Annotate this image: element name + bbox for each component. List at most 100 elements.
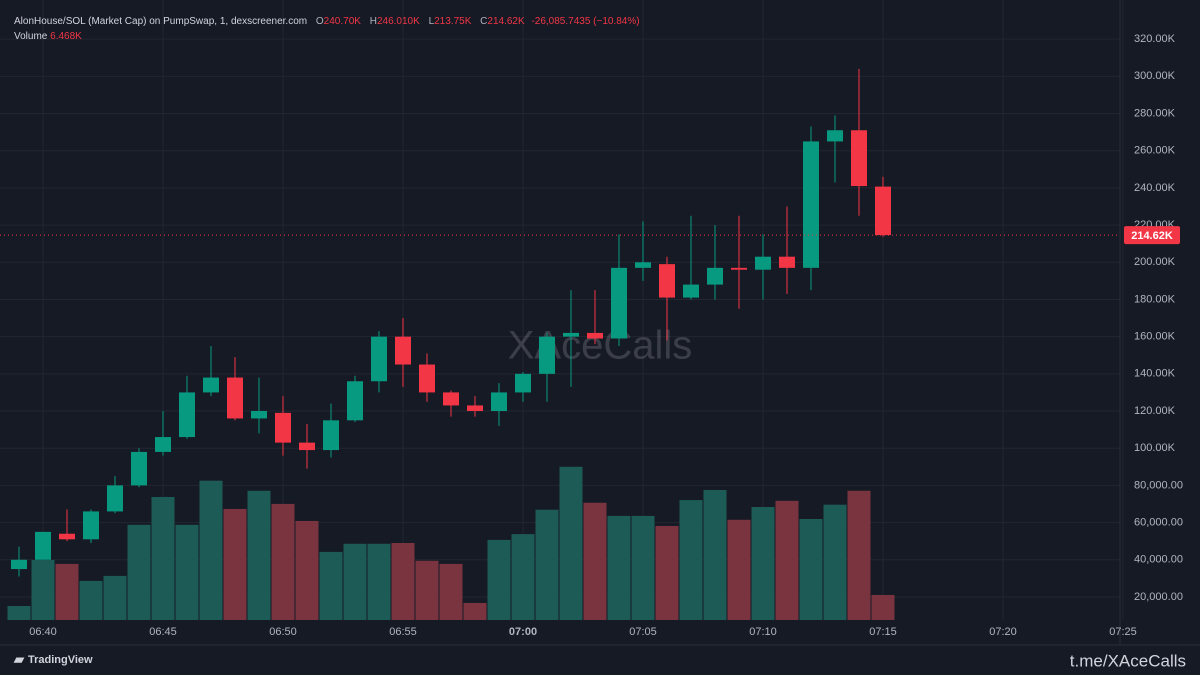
- candle-body: [323, 420, 339, 451]
- y-tick-label: 40,000.00: [1134, 554, 1183, 566]
- x-tick-label: 07:10: [749, 626, 777, 638]
- volume-bar: [607, 515, 631, 620]
- candle-body: [371, 336, 387, 382]
- volume-bar: [223, 508, 247, 620]
- h-value: 246.010K: [376, 16, 420, 27]
- candle-body: [83, 511, 99, 540]
- candle-body: [395, 336, 411, 365]
- candle-body: [443, 392, 459, 406]
- candle-body: [707, 267, 723, 285]
- volume-bar: [367, 543, 391, 620]
- candle-body: [179, 392, 195, 438]
- volume-bar: [391, 543, 415, 620]
- change: -26,085.7435 (−10.84%): [531, 16, 640, 27]
- y-tick-label: 260.00K: [1134, 145, 1176, 157]
- x-tick-label: 07:20: [989, 626, 1017, 638]
- o-value: 240.70K: [323, 16, 361, 27]
- candle-body: [659, 264, 675, 298]
- tradingview-logo: ▰: [13, 651, 25, 666]
- candle-body: [755, 256, 771, 270]
- candle-body: [563, 332, 579, 337]
- x-tick-label: 07:00: [509, 626, 537, 638]
- volume-bar: [583, 502, 607, 620]
- volume-bar: [55, 563, 79, 620]
- candle-body: [467, 405, 483, 412]
- volume-bar: [199, 480, 223, 620]
- y-tick-label: 180.00K: [1134, 293, 1176, 305]
- y-tick-label: 60,000.00: [1134, 516, 1183, 528]
- last-price-box: [1124, 226, 1180, 245]
- candle-body: [539, 336, 555, 374]
- l-key: L: [428, 16, 435, 27]
- last-price-label: 214.62K: [1131, 230, 1173, 242]
- volume-bar: [271, 503, 295, 620]
- x-tick-label: 06:45: [149, 626, 177, 638]
- y-tick-label: 240.00K: [1134, 182, 1176, 194]
- c-key: C: [480, 16, 488, 27]
- candle-body: [155, 437, 171, 452]
- volume-bar: [487, 539, 511, 620]
- volume-bar: [679, 500, 703, 620]
- candle-body: [275, 412, 291, 443]
- x-tick-label: 07:25: [1109, 626, 1137, 638]
- x-tick-label: 07:05: [629, 626, 657, 638]
- x-tick-label: 06:50: [269, 626, 297, 638]
- volume-bar: [439, 563, 463, 620]
- candle-body: [827, 130, 843, 142]
- candle-body: [347, 381, 363, 421]
- volume-bar: [703, 489, 727, 620]
- volume-bar: [511, 534, 535, 620]
- y-tick-label: 200.00K: [1134, 256, 1176, 268]
- candle-body: [683, 284, 699, 298]
- x-tick-label: 07:15: [869, 626, 897, 638]
- candle-body: [59, 533, 75, 540]
- y-tick-label: 160.00K: [1134, 331, 1176, 343]
- candle-body: [11, 559, 27, 570]
- volume-bar: [871, 594, 895, 620]
- candle-body: [419, 364, 435, 393]
- footer-link: t.me/XAceCalls: [1070, 651, 1186, 670]
- volume-bar: [103, 575, 127, 620]
- candle-body: [611, 267, 627, 339]
- c-value: 214.62K: [487, 16, 525, 27]
- volume-bar: [319, 551, 343, 620]
- y-tick-label: 300.00K: [1134, 70, 1176, 82]
- y-tick-label: 80,000.00: [1134, 479, 1183, 491]
- candle-body: [203, 377, 219, 393]
- legend-row: Volume 6.468K: [14, 29, 640, 44]
- y-tick-label: 20,000.00: [1134, 591, 1183, 603]
- h-key: H: [369, 16, 377, 27]
- volume-bar: [799, 519, 823, 620]
- watermark: XAceCalls: [508, 324, 693, 368]
- candle-body: [635, 262, 651, 268]
- volume-bar: [751, 507, 775, 620]
- y-tick-label: 320.00K: [1134, 33, 1176, 45]
- candle-body: [131, 451, 147, 486]
- o-key: O: [315, 16, 324, 27]
- candle-body: [35, 531, 51, 560]
- candle-body: [227, 377, 243, 419]
- volume-bar: [31, 560, 55, 620]
- candle-body: [803, 141, 819, 268]
- legend: AlonHouse/SOL (Market Cap) on PumpSwap, …: [14, 14, 640, 44]
- y-tick-label: 280.00K: [1134, 107, 1176, 119]
- volume-bar: [175, 524, 199, 620]
- candle-body: [875, 186, 891, 236]
- candle-body: [731, 267, 747, 270]
- candle-body: [779, 256, 795, 268]
- candle-body: [107, 485, 123, 512]
- volume-bar: [7, 605, 31, 620]
- volume-bar: [127, 524, 151, 620]
- candle-body: [251, 411, 267, 419]
- volume-bar: [823, 504, 847, 620]
- volume-bar: [151, 496, 175, 620]
- l-value: 213.75K: [434, 16, 472, 27]
- candle-body: [587, 332, 603, 339]
- y-tick-label: 100.00K: [1134, 442, 1176, 454]
- volume-bar: [343, 543, 367, 620]
- volume-bar: [463, 602, 487, 620]
- x-tick-label: 06:55: [389, 626, 417, 638]
- volume-bar: [415, 560, 439, 620]
